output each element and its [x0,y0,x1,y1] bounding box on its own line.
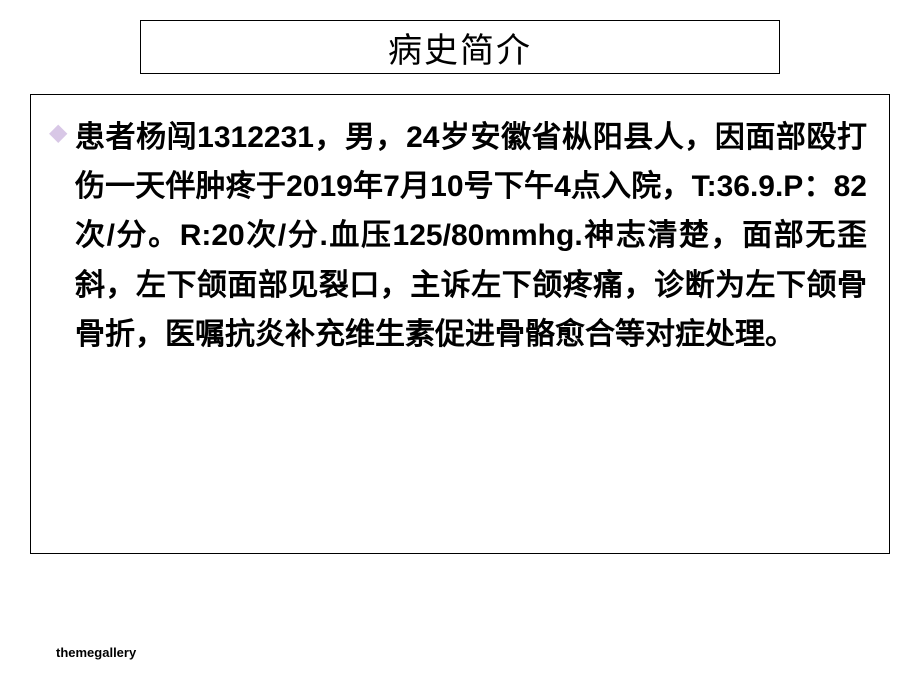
title-box: 病史简介 [140,20,780,74]
content-box: ◆ 患者杨闯1312231，男，24岁安徽省枞阳县人，因面部殴打伤一天伴肿疼于2… [30,94,890,554]
diamond-bullet-icon: ◆ [49,121,67,145]
slide: 病史简介 ◆ 患者杨闯1312231，男，24岁安徽省枞阳县人，因面部殴打伤一天… [0,0,920,690]
content-text: 患者杨闯1312231，男，24岁安徽省枞阳县人，因面部殴打伤一天伴肿疼于201… [75,121,867,351]
footer-text: themegallery [56,645,136,660]
slide-title: 病史简介 [388,23,532,72]
content-paragraph: ◆ 患者杨闯1312231，男，24岁安徽省枞阳县人，因面部殴打伤一天伴肿疼于2… [49,113,867,359]
